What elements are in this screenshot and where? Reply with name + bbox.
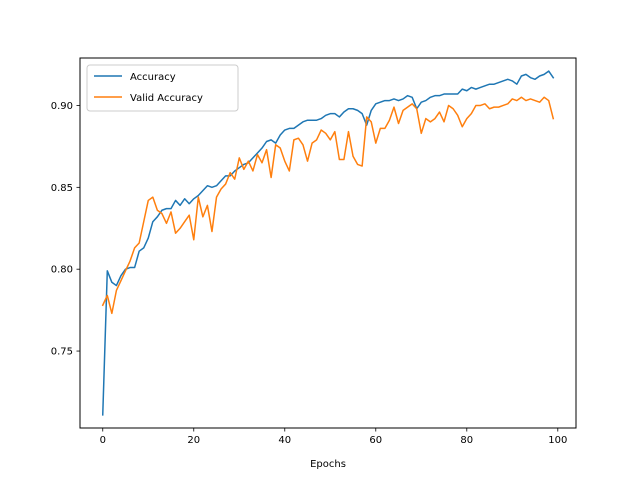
legend-label-0: Accuracy	[130, 72, 176, 83]
x-tick-label: 100	[548, 435, 567, 446]
legend-label-1: Valid Accuracy	[130, 93, 203, 104]
x-tick-label: 0	[100, 435, 106, 446]
legend: Accuracy Valid Accuracy	[86, 64, 239, 112]
legend-box	[86, 64, 239, 112]
series-layer	[101, 70, 555, 416]
series-line-1	[101, 96, 555, 315]
y-tick-label: 0.75	[51, 347, 73, 358]
x-tick-label: 80	[460, 435, 473, 446]
y-tick-label: 0.80	[51, 265, 73, 276]
x-axis: 0 20 40 60 80 100	[100, 428, 567, 446]
x-axis-label: Epochs	[310, 459, 346, 470]
x-tick-label: 60	[369, 435, 382, 446]
plot-area-frame	[79, 57, 577, 429]
x-tick-label: 40	[278, 435, 291, 446]
y-tick-label: 0.90	[51, 101, 73, 112]
x-tick-label: 20	[187, 435, 200, 446]
y-axis: 0.75 0.80 0.85 0.90	[51, 101, 80, 358]
series-line-0	[101, 70, 555, 416]
y-tick-label: 0.85	[51, 183, 73, 194]
